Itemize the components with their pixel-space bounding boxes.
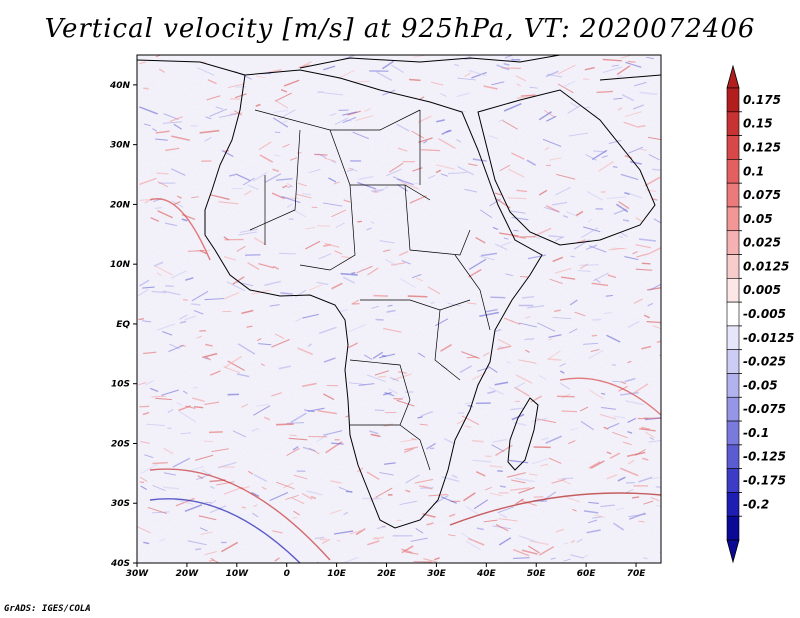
colorbar-swatch xyxy=(726,159,740,184)
lat-tick-label: 10N xyxy=(110,260,131,270)
colorbar-label: 0.125 xyxy=(743,140,781,154)
madagascar-outline xyxy=(507,397,539,471)
lat-tick-label: 20S xyxy=(111,439,130,449)
colorbar-swatch xyxy=(726,301,740,327)
africa-coastline xyxy=(204,69,543,529)
colorbar-swatch xyxy=(726,135,740,160)
colorbar-swatch xyxy=(726,278,740,303)
colorbar-label: -0.025 xyxy=(743,355,786,369)
colorbar-label: 0.005 xyxy=(743,283,781,297)
colorbar-swatch xyxy=(726,444,740,469)
colorbar-bottom-arrow xyxy=(726,539,740,564)
lon-tick-label: 30W xyxy=(126,569,150,579)
colorbar-label: 0.075 xyxy=(743,188,781,202)
colorbar-label: -0.175 xyxy=(743,474,786,488)
colorbar-swatch xyxy=(726,254,740,279)
colorbar: 0.175 0.15 0.125 0.1 0.075 0.05 0.025 0.0125 0.0… xyxy=(726,64,794,564)
colorbar-swatch xyxy=(726,373,740,398)
lat-tick-label: 10S xyxy=(111,380,130,390)
arabia-outline xyxy=(477,89,656,246)
lon-tick-label: 60E xyxy=(577,569,597,579)
chart-title: Vertical velocity [m/s] at 925hPa, VT: 2… xyxy=(44,14,756,44)
colorbar-label: -0.0125 xyxy=(743,331,794,345)
colorbar-label: -0.075 xyxy=(743,402,786,416)
colorbar-swatch xyxy=(726,230,740,255)
colorbar-label: 0.025 xyxy=(743,236,781,250)
lon-tick-label: 20E xyxy=(377,569,397,579)
lon-tick-label: 10W xyxy=(226,569,250,579)
lat-tick-label: EQ xyxy=(116,320,130,330)
colorbar-swatch xyxy=(726,468,740,493)
colorbar-swatch xyxy=(726,182,740,208)
colorbar-label: -0.2 xyxy=(743,497,769,511)
lat-tick-label: 30N xyxy=(110,141,131,151)
colorbar-top-arrow xyxy=(726,64,740,89)
colorbar-swatch xyxy=(726,515,740,541)
map-field xyxy=(137,55,661,563)
europe-outline xyxy=(137,55,661,81)
colorbar-swatch xyxy=(726,396,740,422)
colorbar-swatch xyxy=(726,325,740,350)
lat-tick-label: 30S xyxy=(111,499,130,509)
colorbar-swatch xyxy=(726,87,740,113)
latitude-axis: 40N 30N 20N 10N EQ 10S 20S 30S 40S xyxy=(109,81,137,569)
lon-tick-label: 70E xyxy=(627,569,647,579)
longitude-axis: 30W 20W 10W 0 10E 20E 30E 40E 50E 60E 70E xyxy=(126,563,646,579)
colorbar-label: 0.0125 xyxy=(743,259,789,273)
lat-tick-label: 40S xyxy=(110,559,130,569)
colorbar-swatch xyxy=(726,111,740,136)
colorbar-label: 0.175 xyxy=(743,93,781,107)
colorbar-label: 0.05 xyxy=(743,212,773,226)
lon-tick-label: 10E xyxy=(327,569,347,579)
credit-footer: GrADS: IGES/COLA xyxy=(4,604,91,614)
colorbar-swatch xyxy=(726,206,740,232)
colorbar-swatch xyxy=(726,420,740,446)
colorbar-label: -0.05 xyxy=(743,378,778,392)
colorbar-label: 0.1 xyxy=(743,164,764,178)
lat-tick-label: 20N xyxy=(110,200,131,210)
colorbar-label: -0.1 xyxy=(743,426,769,440)
lon-tick-label: 50E xyxy=(527,569,547,579)
lon-tick-label: 20W xyxy=(176,569,200,579)
country-borders xyxy=(249,109,491,471)
lon-tick-label: 0 xyxy=(284,569,290,579)
colorbar-label: -0.005 xyxy=(743,307,786,321)
colorbar-label: 0.15 xyxy=(743,117,773,131)
lon-tick-label: 40E xyxy=(476,569,497,579)
lat-tick-label: 40N xyxy=(109,81,131,91)
map-frame xyxy=(136,54,662,564)
colorbar-swatch xyxy=(726,492,740,517)
colorbar-swatch xyxy=(726,349,740,374)
lon-tick-label: 30E xyxy=(427,569,447,579)
colorbar-label: -0.125 xyxy=(743,450,786,464)
